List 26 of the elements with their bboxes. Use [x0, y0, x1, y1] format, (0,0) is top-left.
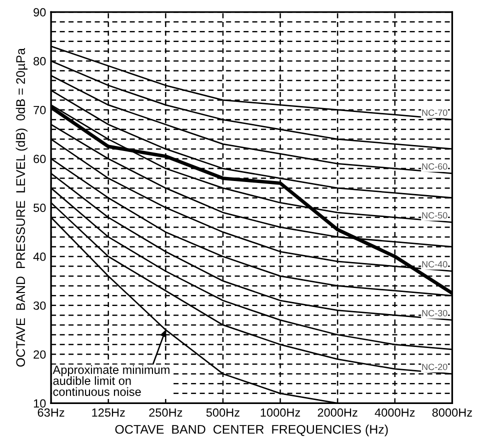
x-tick-label: 250Hz	[149, 408, 182, 417]
x-axis-title: OCTAVE BAND CENTER FREQUENCIES (Hz)	[115, 424, 388, 436]
annotation: Approximate minimum audible limit on continuous noise	[52, 365, 170, 396]
x-tick-label: 500Hz	[206, 408, 240, 417]
series-label: NC-40	[422, 261, 448, 268]
y-tick-label: 40	[33, 252, 46, 261]
y-tick-label: 60	[34, 154, 46, 164]
series-label: NC-20	[422, 364, 448, 370]
series-label: NC-50	[422, 212, 448, 219]
y-tick-label: 90	[34, 8, 46, 16]
x-tick-label: 1000Hz	[260, 408, 300, 417]
y-tick-label: 20	[34, 350, 46, 359]
x-tick-label: 2000Hz	[318, 408, 358, 417]
x-tick-label: 63Hz	[38, 408, 64, 417]
y-tick-label: 70	[34, 106, 46, 114]
x-tick-label: 125Hz	[92, 408, 125, 417]
series-label: NC-60	[422, 163, 448, 170]
y-tick-label: 30	[34, 301, 46, 310]
series-label: NC-30	[422, 310, 448, 316]
y-tick-label: 50	[34, 204, 46, 212]
x-tick-label: 8000Hz	[432, 408, 472, 417]
y-tick-label: 10	[34, 399, 46, 408]
x-tick-label: 4000Hz	[374, 408, 415, 417]
y-tick-label: 80	[34, 56, 46, 66]
series-label: NC-70	[422, 109, 448, 116]
y-axis-title: OCTAVE BAND PRESSURE LEVEL (dB) 0dB = 20µPa	[16, 48, 28, 367]
